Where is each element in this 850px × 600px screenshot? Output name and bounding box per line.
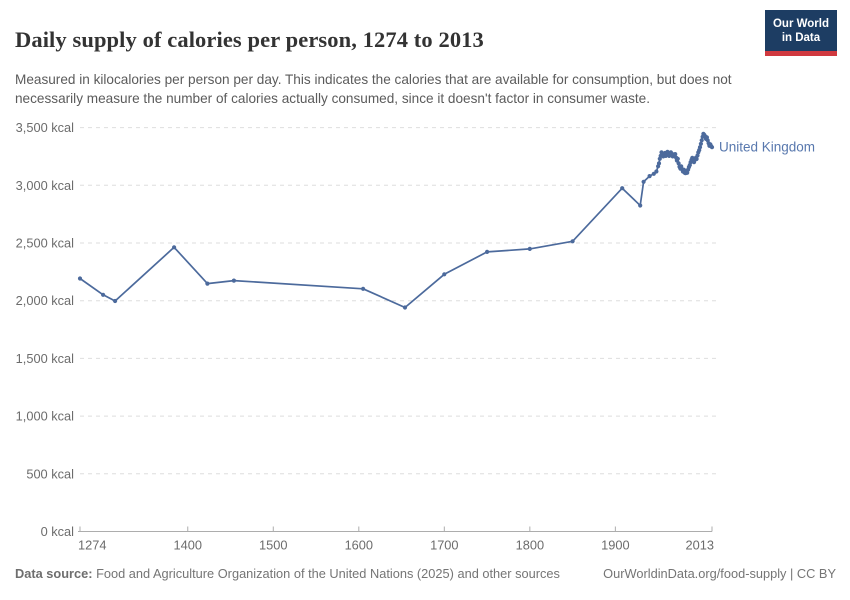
- data-point: [77, 276, 83, 281]
- data-point: [402, 305, 408, 310]
- x-axis-tick-label: 1900: [601, 538, 629, 553]
- footer-credits: OurWorldinData.org/food-supply | CC BY: [603, 566, 836, 581]
- data-point: [656, 161, 662, 166]
- y-axis-tick-label: 3,000 kcal: [16, 178, 74, 193]
- data-line-united-kingdom[interactable]: [79, 133, 713, 309]
- data-point: [647, 174, 652, 179]
- data-point: [641, 179, 646, 184]
- data-point: [231, 278, 236, 283]
- logo-text-line1: Our World: [772, 18, 829, 30]
- chart-footer: Data source: Food and Agriculture Organi…: [15, 566, 836, 581]
- data-point: [699, 138, 704, 143]
- y-axis-tick-label: 1,500 kcal: [16, 351, 74, 366]
- data-point: [527, 246, 532, 251]
- owid-url-link[interactable]: OurWorldinData.org/food-supply: [603, 566, 787, 581]
- data-source-label: Data source:: [15, 566, 93, 581]
- data-point: [205, 281, 210, 286]
- y-axis-tick-label: 3,500 kcal: [16, 120, 74, 135]
- entity-label: United Kingdom: [719, 140, 815, 155]
- data-source-note: Data source: Food and Agriculture Organi…: [15, 566, 560, 581]
- x-axis-tick-label: 1274: [78, 538, 106, 553]
- chart-title: Daily supply of calories per person, 127…: [15, 27, 484, 53]
- data-point: [620, 186, 625, 191]
- data-point: [676, 161, 681, 166]
- data-point: [113, 298, 118, 304]
- y-axis-tick-label: 2,500 kcal: [16, 236, 74, 251]
- data-point: [570, 239, 575, 244]
- data-point: [361, 286, 366, 291]
- x-axis-tick-label: 2013: [686, 538, 714, 553]
- license-label: | CC BY: [786, 566, 836, 581]
- y-axis-tick-label: 500 kcal: [26, 466, 74, 481]
- x-axis-tick-label: 1600: [345, 538, 373, 553]
- data-point: [697, 145, 703, 150]
- data-point: [673, 152, 678, 157]
- data-point: [442, 272, 447, 277]
- owid-logo[interactable]: Our World in Data: [764, 10, 837, 56]
- data-point: [698, 141, 704, 146]
- x-axis-tick-label: 1700: [430, 538, 458, 553]
- data-point: [694, 156, 699, 162]
- x-axis-tick-label: 1500: [259, 538, 287, 553]
- data-point: [101, 292, 106, 297]
- data-point: [485, 249, 490, 254]
- data-point: [709, 145, 715, 150]
- chart-subtitle: Measured in kilocalories per person per …: [15, 71, 732, 106]
- x-axis-tick-label: 1800: [516, 538, 544, 553]
- y-axis-tick-label: 0 kcal: [41, 524, 74, 539]
- data-point: [654, 169, 659, 174]
- y-axis-tick-label: 2,000 kcal: [16, 293, 74, 308]
- data-point: [638, 203, 643, 208]
- data-source-text: Food and Agriculture Organization of the…: [92, 566, 560, 581]
- data-point: [675, 156, 680, 161]
- logo-text-line2: in Data: [781, 32, 821, 45]
- y-axis-tick-label: 1,000 kcal: [16, 409, 74, 424]
- data-point: [172, 245, 177, 250]
- x-axis-tick-label: 1400: [174, 538, 202, 553]
